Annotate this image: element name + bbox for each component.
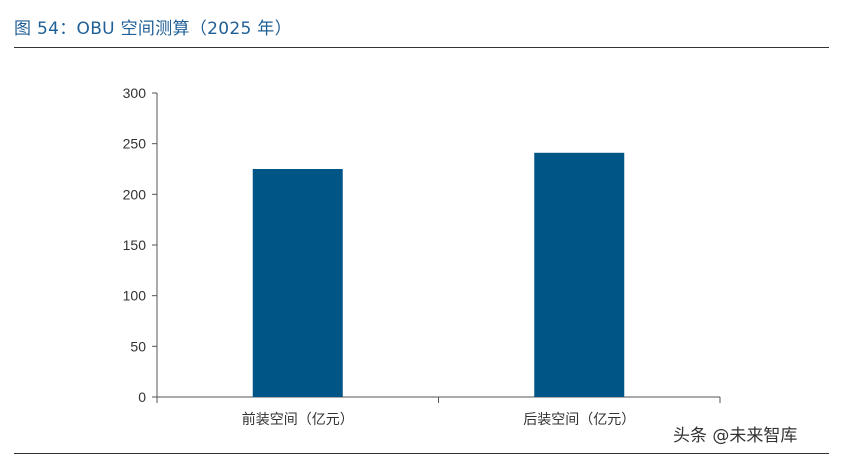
watermark-text: 头条 @未来智库 [673, 426, 798, 446]
bar [534, 152, 625, 397]
y-tick-label: 100 [123, 288, 147, 304]
y-tick-label: 300 [123, 85, 147, 101]
y-tick-label: 250 [123, 136, 147, 152]
y-tick-label: 0 [138, 389, 146, 405]
bar [252, 169, 343, 397]
y-tick-label: 50 [130, 338, 146, 354]
x-category-label: 前装空间（亿元） [242, 411, 354, 428]
y-tick-label: 200 [123, 186, 147, 202]
bottom-rule [14, 453, 829, 454]
y-tick-label: 150 [123, 237, 147, 253]
top-rule [14, 47, 829, 48]
x-category-label: 后装空间（亿元） [523, 412, 635, 428]
figure-title: 图 54：OBU 空间测算（2025 年） [14, 19, 292, 39]
